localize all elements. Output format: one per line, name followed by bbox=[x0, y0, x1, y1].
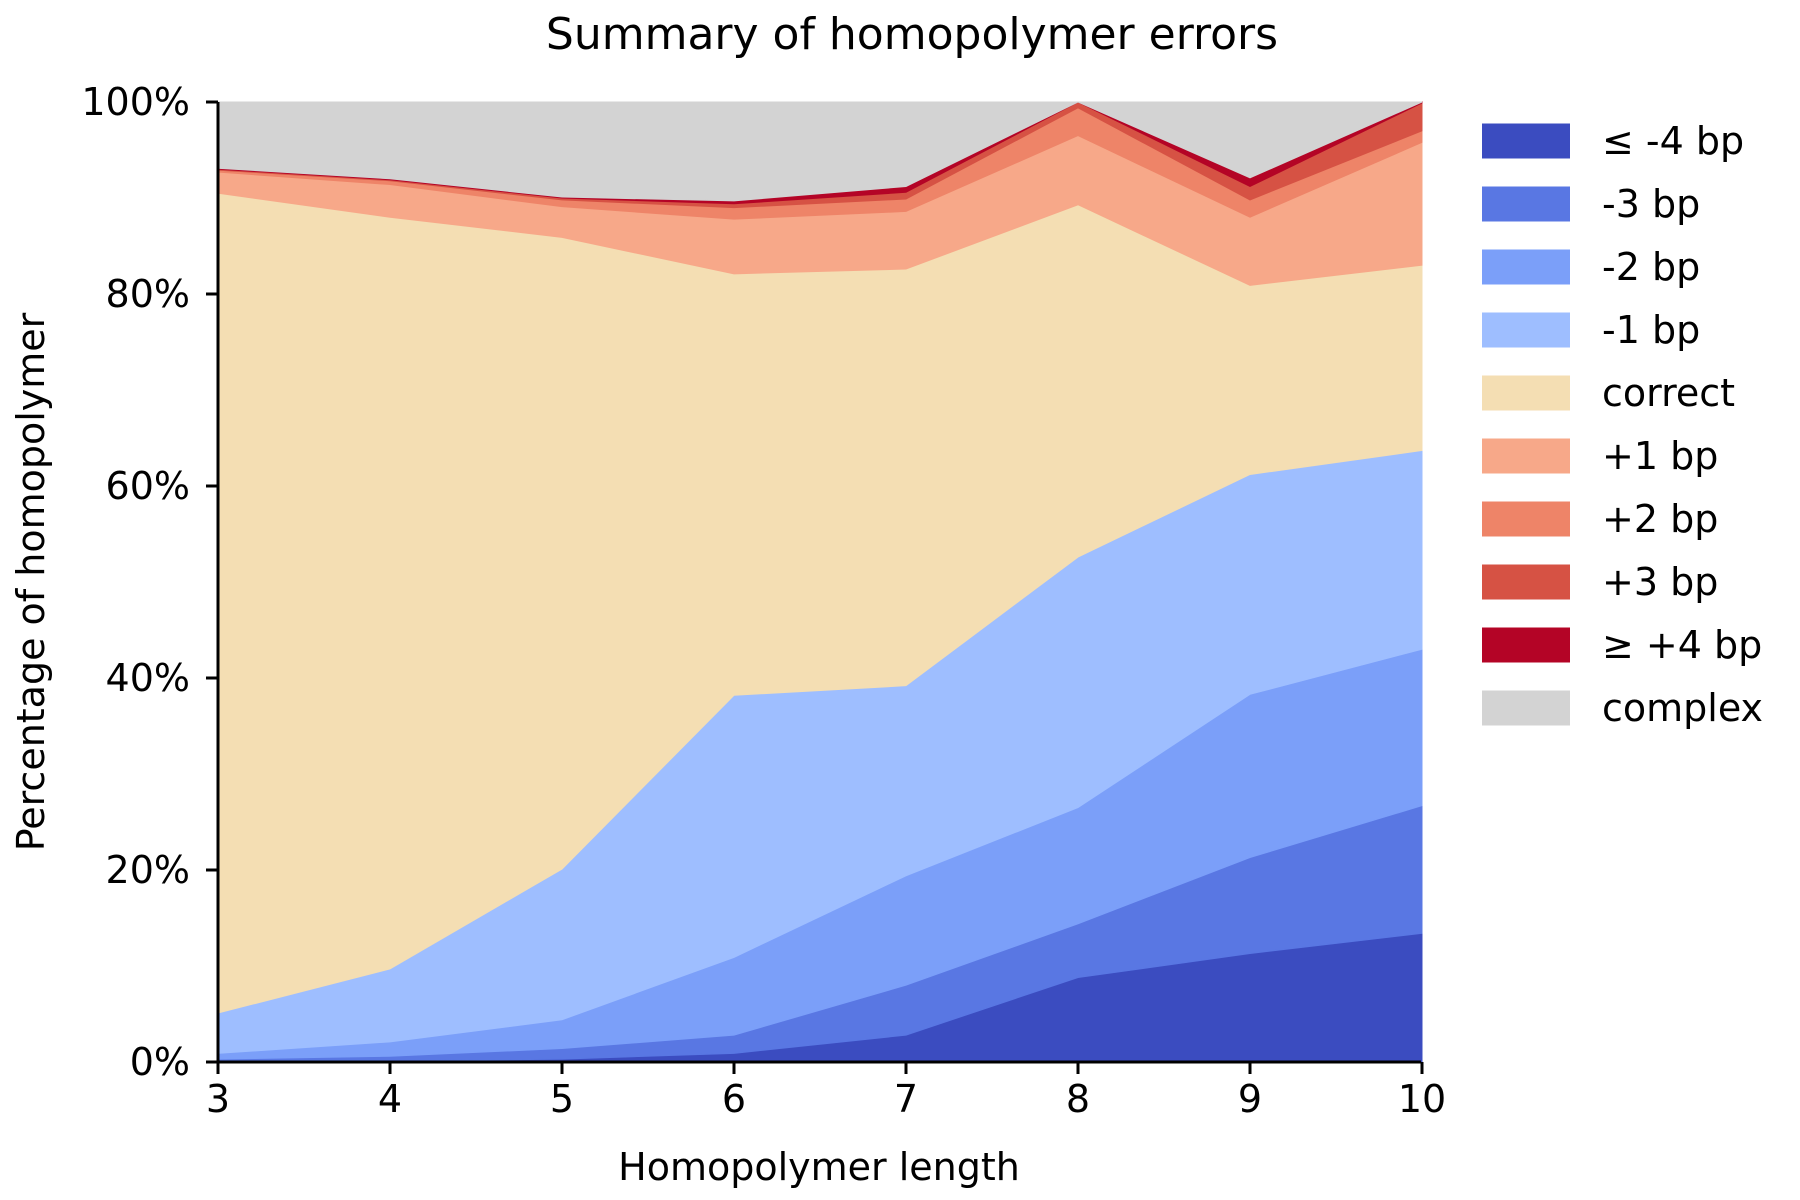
legend-label: -1 bp bbox=[1602, 308, 1700, 352]
legend-label: +3 bp bbox=[1602, 560, 1718, 604]
y-axis-ticks: 0% 20% 40% 60% 80% 100% bbox=[81, 80, 218, 1084]
chart-title: Summary of homopolymer errors bbox=[546, 9, 1278, 60]
legend-label: ≤ -4 bp bbox=[1602, 119, 1744, 163]
area-series-9 bbox=[217, 101, 1423, 202]
y-tick-label: 100% bbox=[81, 80, 190, 124]
legend-swatch bbox=[1482, 375, 1570, 411]
legend-label: complex bbox=[1602, 686, 1763, 730]
y-tick-label: 0% bbox=[130, 1040, 190, 1084]
y-axis-label: Percentage of homopolymer bbox=[9, 312, 53, 851]
y-tick-label: 60% bbox=[106, 464, 190, 508]
x-tick-label: 7 bbox=[894, 1077, 918, 1121]
x-axis-ticks: 3 4 5 6 7 8 9 10 bbox=[206, 1062, 1446, 1121]
legend-label: correct bbox=[1602, 371, 1735, 415]
x-tick-label: 4 bbox=[378, 1077, 402, 1121]
legend-swatch bbox=[1482, 186, 1570, 222]
legend-swatch bbox=[1482, 627, 1570, 663]
x-tick-label: 8 bbox=[1066, 1077, 1090, 1121]
y-tick-label: 40% bbox=[106, 656, 190, 700]
x-tick-label: 10 bbox=[1398, 1077, 1446, 1121]
legend-swatch bbox=[1482, 501, 1570, 537]
x-tick-label: 5 bbox=[550, 1077, 574, 1121]
legend-label: -2 bp bbox=[1602, 245, 1700, 289]
legend-swatch bbox=[1482, 564, 1570, 600]
legend-label: +1 bp bbox=[1602, 434, 1718, 478]
y-tick-label: 80% bbox=[106, 272, 190, 316]
plot-areas bbox=[217, 101, 1423, 1063]
x-tick-label: 6 bbox=[722, 1077, 746, 1121]
x-tick-label: 3 bbox=[206, 1077, 230, 1121]
x-axis-label: Homopolymer length bbox=[618, 1145, 1020, 1189]
legend-label: ≥ +4 bp bbox=[1602, 623, 1762, 667]
legend-swatch bbox=[1482, 312, 1570, 348]
legend-swatch bbox=[1482, 123, 1570, 159]
legend-swatch bbox=[1482, 690, 1570, 726]
legend-label: -3 bp bbox=[1602, 182, 1700, 226]
y-tick-label: 20% bbox=[106, 848, 190, 892]
legend-label: +2 bp bbox=[1602, 497, 1718, 541]
legend-swatch bbox=[1482, 249, 1570, 285]
legend: ≤ -4 bp -3 bp -2 bp -1 bp correct +1 bp +2 bp +… bbox=[1482, 119, 1763, 730]
legend-swatch bbox=[1482, 438, 1570, 474]
x-tick-label: 9 bbox=[1238, 1077, 1262, 1121]
